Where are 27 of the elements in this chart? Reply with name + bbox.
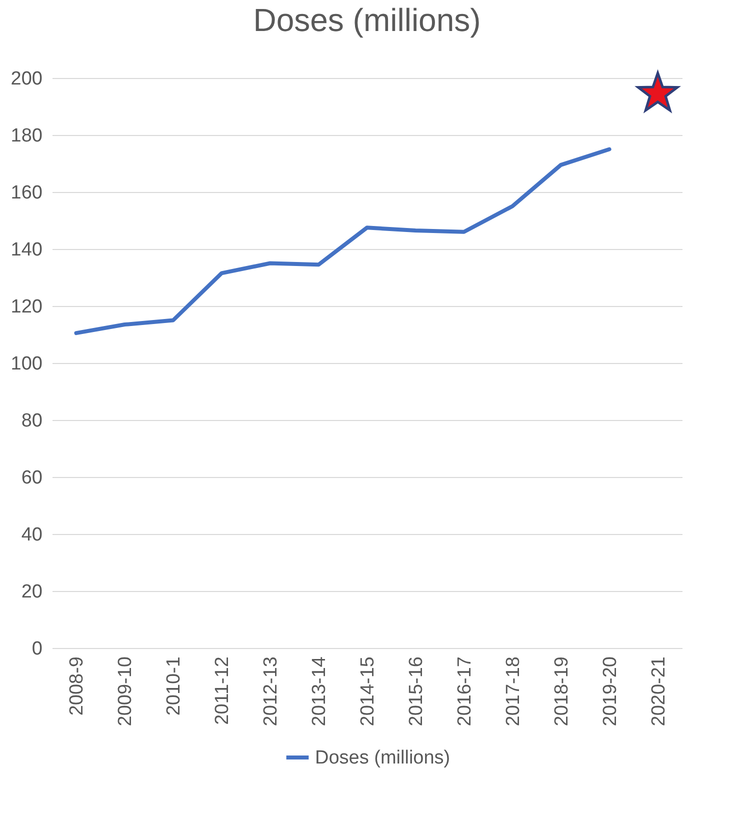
x-tick-label: 2013-14 — [309, 656, 330, 726]
x-tick-label: 2012-13 — [260, 656, 282, 726]
y-tick-label: 0 — [32, 638, 42, 660]
y-tick-label: 60 — [21, 468, 42, 488]
x-tick-label: 2019-20 — [600, 656, 621, 726]
y-tick-label: 40 — [21, 524, 42, 546]
x-tick-label: 2020-21 — [648, 656, 670, 726]
y-tick-label: 140 — [10, 240, 42, 260]
x-tick-label: 2018-19 — [551, 656, 572, 726]
y-tick-label: 160 — [10, 182, 42, 204]
line-series — [74, 147, 612, 336]
x-tick-label: 2009-10 — [115, 656, 136, 726]
x-tick-label: 2017-18 — [502, 656, 524, 726]
y-tick-label: 80 — [21, 410, 42, 432]
y-tick-label: 200 — [10, 68, 42, 90]
chart-title: Doses (millions) — [253, 2, 481, 38]
y-tick-label: 180 — [10, 126, 42, 146]
x-tick-label: 2015-16 — [406, 656, 427, 726]
y-tick-label: 100 — [10, 354, 42, 374]
x-tick-label: 2014-15 — [358, 656, 378, 726]
x-tick-label: 2011-12 — [212, 656, 234, 725]
x-tick-label: 2016-17 — [454, 656, 476, 726]
y-tick-label: 20 — [21, 582, 42, 602]
x-tick-label: 2010-1 — [164, 656, 185, 716]
x-tick-label: 2008-9 — [66, 656, 88, 716]
legend-label: Doses (millions) — [315, 748, 450, 768]
y-tick-label: 120 — [10, 296, 42, 318]
